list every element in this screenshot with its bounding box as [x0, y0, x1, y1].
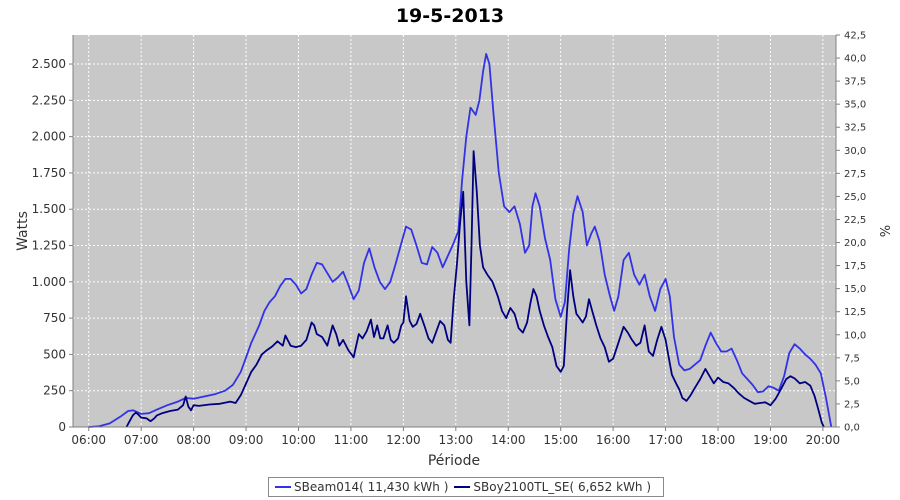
- legend-label: SBeam014( 11,430 kWh ): [294, 480, 449, 494]
- y2-tick-label: 10,0: [844, 330, 866, 341]
- series-line-2: [125, 150, 825, 428]
- y2-tick-label: 17,5: [844, 261, 866, 272]
- y-tick-label: 2.250: [32, 93, 66, 107]
- y2-axis-label: %: [876, 225, 891, 237]
- series-group: [88, 53, 833, 428]
- x-tick-label: 17:00: [648, 433, 683, 447]
- x-tick-label: 20:00: [806, 433, 841, 447]
- chart-title: 19-5-2013: [396, 5, 504, 27]
- y2-tick-label: 22,5: [844, 215, 866, 226]
- y-tick-label: 750: [43, 311, 66, 325]
- y2-tick-label: 42,5: [844, 31, 866, 42]
- y2-tick-label: 25,0: [844, 192, 866, 203]
- plot-area: [73, 35, 836, 427]
- x-tick-label: 10:00: [281, 433, 316, 447]
- x-tick-label: 08:00: [176, 433, 211, 447]
- x-tick-label: 12:00: [386, 433, 421, 447]
- y2-tick-label: 37,5: [844, 77, 866, 88]
- legend-item-1: SBeam014( 11,430 kWh ): [275, 480, 448, 494]
- legend-swatch: [454, 486, 471, 488]
- y-tick-label: 1.750: [32, 166, 66, 180]
- y-tick-label: 0: [58, 420, 66, 434]
- x-tick-label: 19:00: [753, 433, 788, 447]
- x-tick-label: 11:00: [334, 433, 369, 447]
- y2-tick-label: 20,0: [844, 238, 866, 249]
- y2-tick-label: 0,0: [844, 423, 860, 434]
- legend-item-2: SBoy2100TL_SE( 6,652 kWh ): [454, 480, 651, 494]
- legend: SBeam014( 11,430 kWh ) SBoy2100TL_SE( 6,6…: [268, 477, 665, 497]
- y2-tick-label: 5,0: [844, 376, 860, 387]
- y2-tick-label: 40,0: [844, 54, 866, 65]
- legend-label: SBoy2100TL_SE( 6,652 kWh ): [473, 480, 652, 494]
- x-tick-label: 06:00: [71, 433, 106, 447]
- x-axis: 06:00 07:00 08:00 09:00 10:00 11:00 12:00 13:00…: [71, 427, 840, 447]
- y2-tick-label: 7,5: [844, 353, 860, 364]
- y-tick-label: 1.000: [32, 275, 66, 289]
- y2-tick-label: 30,0: [844, 146, 866, 157]
- y-tick-label: 2.000: [32, 130, 66, 144]
- y-tick-label: 500: [43, 347, 66, 361]
- y2-axis: 0,0 2,5 5,0 7,5 10,0 12,5 15,0 17,5 20,0 22,5 25,0…: [836, 31, 866, 434]
- y-tick-label: 2.500: [32, 57, 66, 71]
- y2-tick-label: 35,0: [844, 100, 866, 111]
- x-tick-label: 07:00: [124, 433, 159, 447]
- y-tick-label: 1.250: [32, 239, 66, 253]
- y2-tick-label: 32,5: [844, 123, 866, 134]
- y-axis-label: Watts: [15, 211, 31, 251]
- y-tick-label: 1.500: [32, 202, 66, 216]
- y2-tick-label: 27,5: [844, 169, 866, 180]
- y2-tick-label: 2,5: [844, 399, 860, 410]
- series-line-1: [88, 53, 833, 428]
- x-tick-label: 13:00: [439, 433, 474, 447]
- x-tick-label: 15:00: [543, 433, 578, 447]
- y-tick-label: 250: [43, 384, 66, 398]
- x-tick-label: 14:00: [491, 433, 526, 447]
- y-axis: 0 250 500 750 1.000 1.250 1.500 1.750 2.000 2.250…: [32, 57, 73, 434]
- y2-tick-label: 12,5: [844, 307, 866, 318]
- legend-swatch: [275, 486, 291, 488]
- x-tick-label: 09:00: [229, 433, 264, 447]
- x-tick-label: 18:00: [701, 433, 736, 447]
- x-tick-label: 16:00: [596, 433, 631, 447]
- x-axis-label: Période: [428, 453, 480, 469]
- y2-tick-label: 15,0: [844, 284, 866, 295]
